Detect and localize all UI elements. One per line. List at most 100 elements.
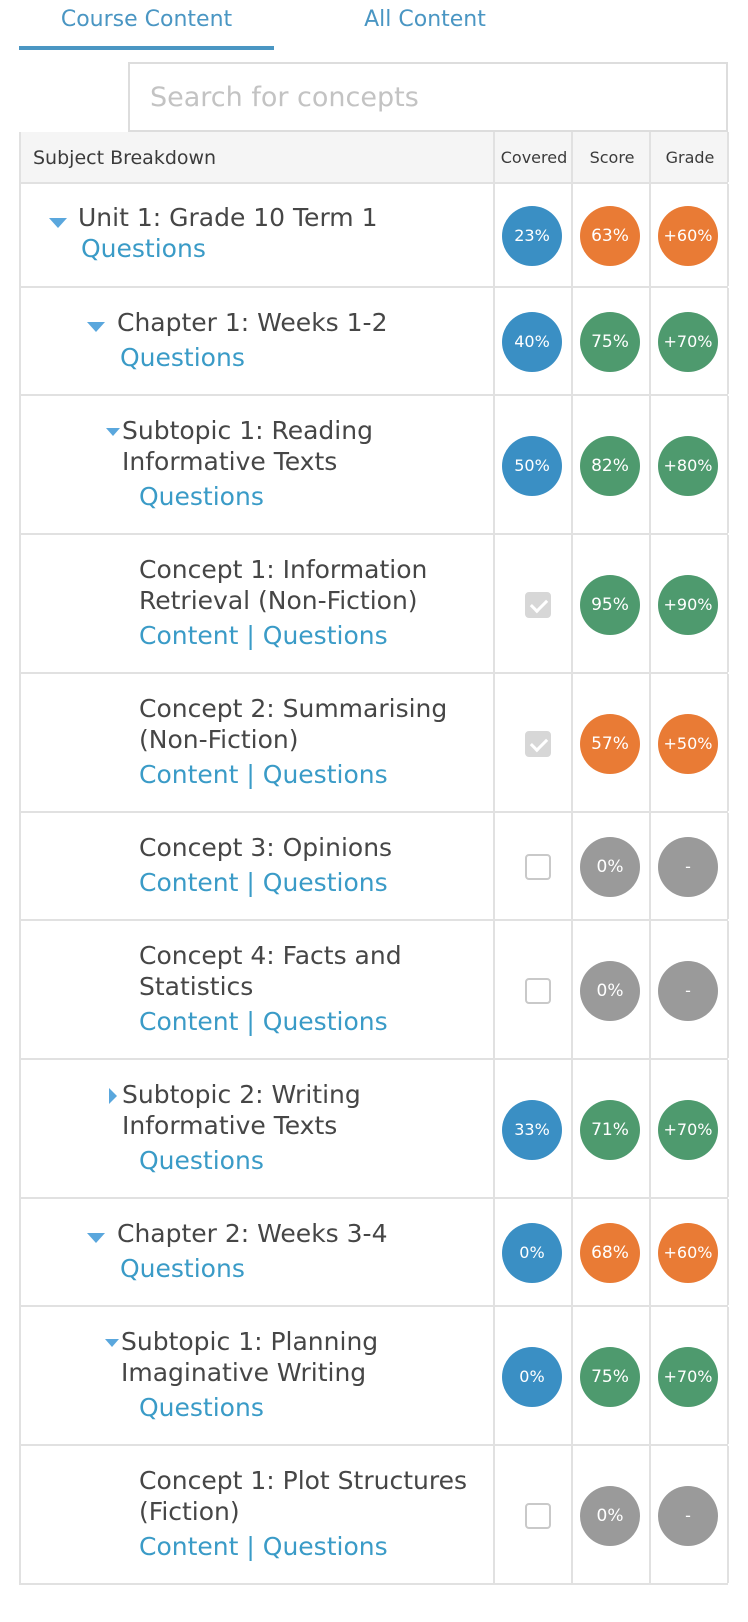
covered-badge: 33% [502, 1100, 562, 1160]
covered-checkbox[interactable] [525, 854, 551, 880]
subtopic-row: Subtopic 1: Planning Imaginative Writing… [21, 1307, 729, 1446]
grade-badge: +70% [658, 1100, 718, 1160]
grade-badge: +50% [658, 714, 718, 774]
score-badge: 0% [580, 1486, 640, 1546]
covered-badge: 0% [502, 1347, 562, 1407]
row-links: Questions [139, 482, 264, 511]
content-link[interactable]: Content [139, 868, 239, 897]
content-link[interactable]: Content [139, 1007, 239, 1036]
grade-badge: - [658, 837, 718, 897]
row-title-line-2: Informative Texts [122, 447, 338, 476]
score-badge: 0% [580, 961, 640, 1021]
score-badge: 0% [580, 837, 640, 897]
row-title: Concept 3: Opinions [139, 833, 393, 862]
header-covered: Covered [500, 148, 568, 167]
concept-row: Concept 1: Plot Structures (Fiction) Con… [21, 1446, 729, 1585]
row-links: Questions [139, 1146, 264, 1175]
subtopic-row: Subtopic 1: Reading Informative Texts Qu… [21, 396, 729, 535]
questions-link[interactable]: Questions [262, 1007, 388, 1036]
row-links: Questions [120, 1254, 245, 1283]
row-title: Concept 2: Summarising [139, 694, 448, 723]
score-badge: 75% [580, 1347, 640, 1407]
search-input[interactable] [130, 64, 726, 130]
covered-checkbox[interactable] [525, 978, 551, 1004]
row-title: Concept 1: Plot Structures [139, 1466, 468, 1495]
concept-row: Concept 3: Opinions Content | Questions … [21, 813, 729, 921]
link-separator: | [246, 1007, 255, 1036]
covered-checkbox[interactable] [525, 1503, 551, 1529]
questions-link[interactable]: Questions [120, 1254, 245, 1283]
content-link[interactable]: Content [139, 621, 239, 650]
row-title: Unit 1: Grade 10 Term 1 [78, 203, 378, 232]
caret-right-icon[interactable] [109, 1088, 117, 1104]
concept-row: Concept 4: Facts and Statistics Content … [21, 921, 729, 1060]
score-badge: 75% [580, 312, 640, 372]
row-links: Content | Questions [139, 1007, 388, 1036]
questions-link[interactable]: Questions [139, 482, 264, 511]
questions-link[interactable]: Questions [262, 1532, 388, 1561]
grade-badge: - [658, 1486, 718, 1546]
grade-badge: +80% [658, 436, 718, 496]
questions-link[interactable]: Questions [262, 760, 388, 789]
caret-down-icon[interactable] [106, 428, 120, 436]
row-title-line-2: (Non-Fiction) [139, 725, 299, 754]
header-subject-breakdown: Subject Breakdown [33, 147, 217, 169]
covered-checkbox[interactable] [525, 731, 551, 757]
row-title-line-2: Imaginative Writing [121, 1358, 367, 1387]
row-title: Subtopic 2: Writing [122, 1080, 361, 1109]
row-title: Subtopic 1: Planning [121, 1327, 379, 1356]
questions-link[interactable]: Questions [139, 1146, 264, 1175]
caret-down-icon[interactable] [49, 218, 67, 228]
caret-down-icon[interactable] [105, 1339, 119, 1347]
caret-down-icon[interactable] [87, 322, 105, 332]
subject-breakdown-table: Subject Breakdown Covered Score Grade Un… [19, 132, 729, 1585]
caret-down-icon[interactable] [87, 1233, 105, 1243]
row-links: Content | Questions [139, 760, 388, 789]
concept-row: Concept 2: Summarising (Non-Fiction) Con… [21, 674, 729, 813]
score-badge: 63% [580, 206, 640, 266]
row-title-line-2: Retrieval (Non-Fiction) [139, 586, 418, 615]
link-separator: | [246, 760, 255, 789]
row-links: Questions [139, 1393, 264, 1422]
subtopic-row: Subtopic 2: Writing Informative Texts Qu… [21, 1060, 729, 1199]
row-links: Content | Questions [139, 868, 388, 897]
questions-link[interactable]: Questions [262, 868, 388, 897]
content-link[interactable]: Content [139, 760, 239, 789]
grade-badge: +70% [658, 312, 718, 372]
row-links: Questions [120, 343, 245, 372]
covered-badge: 50% [502, 436, 562, 496]
questions-link[interactable]: Questions [262, 621, 388, 650]
row-links: Content | Questions [139, 621, 388, 650]
row-title: Subtopic 1: Reading [122, 416, 373, 445]
link-separator: | [246, 1532, 255, 1561]
score-badge: 71% [580, 1100, 640, 1160]
tab-course-content[interactable]: Course Content [19, 0, 274, 50]
covered-checkbox[interactable] [525, 592, 551, 618]
header-grade: Grade [665, 148, 715, 167]
row-title: Chapter 1: Weeks 1-2 [117, 308, 388, 337]
chapter-row: Chapter 1: Weeks 1-2 Questions 40% 75% +… [21, 288, 729, 396]
questions-link[interactable]: Questions [120, 343, 245, 372]
chapter-row: Chapter 2: Weeks 3-4 Questions 0% 68% +6… [21, 1199, 729, 1307]
questions-link[interactable]: Questions [81, 234, 206, 263]
grade-badge: +60% [658, 1223, 718, 1283]
row-title: Concept 1: Information [139, 555, 428, 584]
content-link[interactable]: Content [139, 1532, 239, 1561]
grade-badge: +90% [658, 575, 718, 635]
covered-badge: 23% [502, 206, 562, 266]
row-title: Chapter 2: Weeks 3-4 [117, 1219, 388, 1248]
table-header: Subject Breakdown Covered Score Grade [21, 132, 729, 184]
questions-link[interactable]: Questions [139, 1393, 264, 1422]
row-title-line-2: Statistics [139, 972, 254, 1001]
tab-all-content[interactable]: All Content [364, 7, 486, 32]
row-links: Content | Questions [139, 1532, 388, 1561]
covered-badge: 0% [502, 1223, 562, 1283]
link-separator: | [246, 621, 255, 650]
covered-badge: 40% [502, 312, 562, 372]
search-box [128, 62, 728, 132]
score-badge: 68% [580, 1223, 640, 1283]
score-badge: 82% [580, 436, 640, 496]
content-tabs: Course Content All Content [0, 0, 748, 50]
concept-row: Concept 1: Information Retrieval (Non-Fi… [21, 535, 729, 674]
grade-badge: +70% [658, 1347, 718, 1407]
